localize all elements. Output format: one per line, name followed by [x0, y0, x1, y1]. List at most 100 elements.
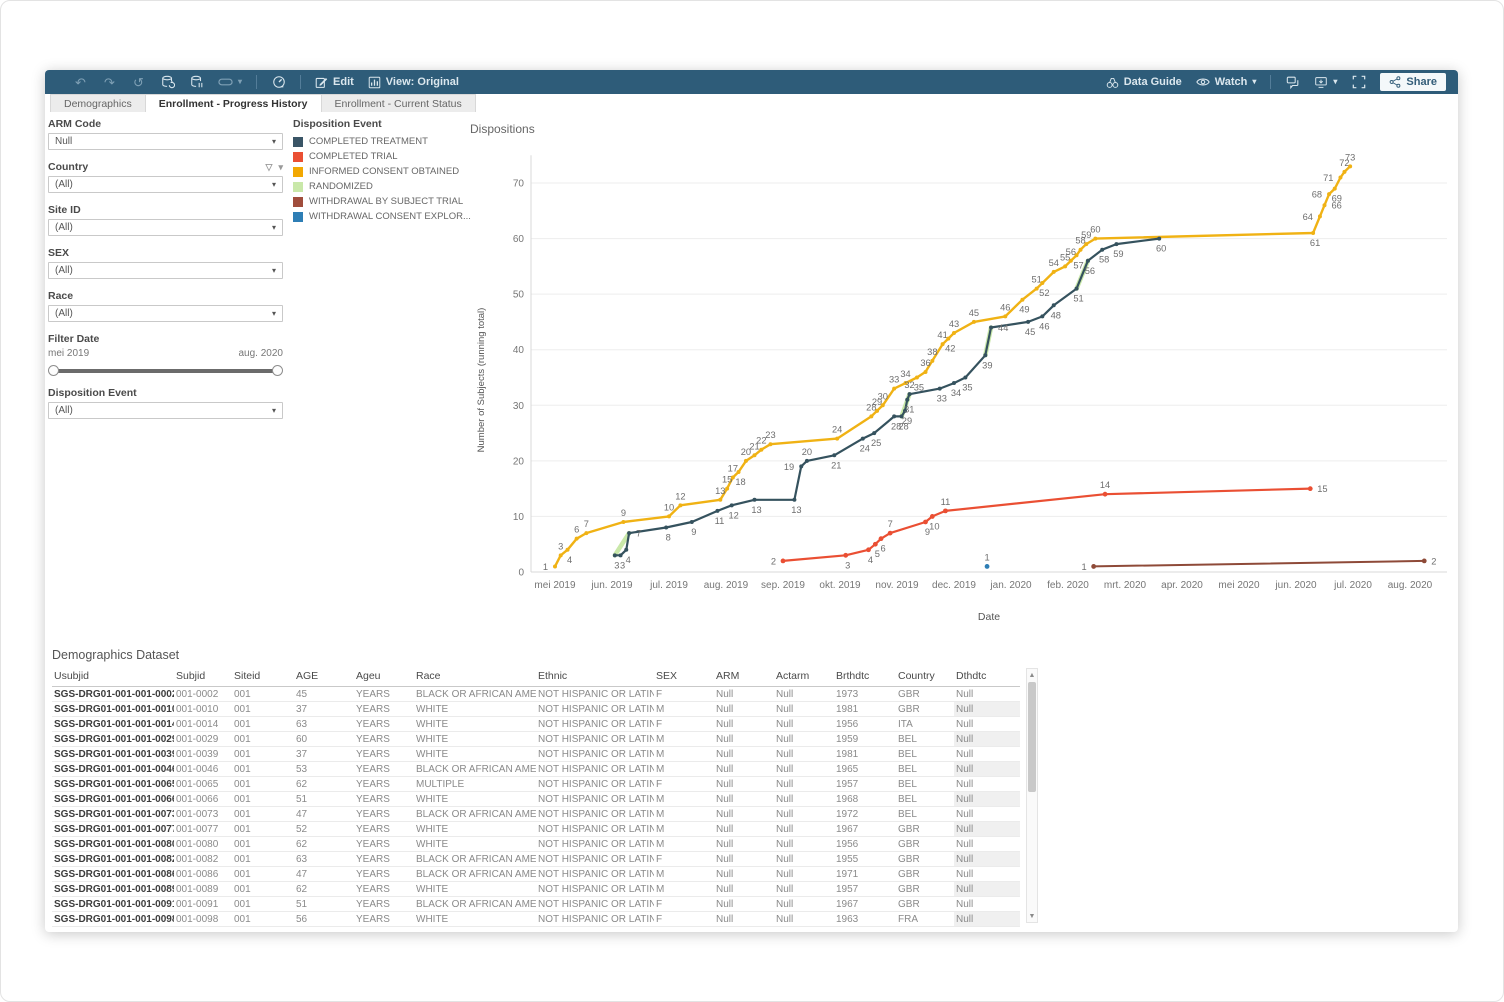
table-row[interactable]: SGS-DRG01-001-001-0098 001-0098 001 56 YEARS… [52, 911, 1020, 927]
legend-item-withdrawal-consent-explor[interactable]: WITHDRAWAL CONSENT EXPLOR... [293, 209, 471, 224]
legend-item-informed-consent-obtained[interactable]: INFORMED CONSENT OBTAINED [293, 164, 468, 179]
slider-end-label: aug. 2020 [238, 348, 284, 359]
legend-item-withdrawal-by-subject-trial[interactable]: WITHDRAWAL BY SUBJECT TRIAL [293, 194, 468, 209]
redo-icon[interactable]: ↷ [104, 74, 115, 90]
col-header-siteid[interactable]: Siteid [232, 668, 294, 687]
cell-siteid: 001 [232, 731, 294, 747]
svg-text:21: 21 [749, 441, 759, 451]
link-button[interactable]: ▾ [218, 76, 242, 88]
table-row[interactable]: SGS-DRG01-001-001-0091 001-0091 001 51 YEARS… [52, 896, 1020, 912]
scroll-up-arrow[interactable]: ▲ [1028, 671, 1036, 679]
table-row[interactable]: SGS-DRG01-001-001-0029 001-0029 001 60 YEARS… [52, 731, 1020, 747]
cell-dthdtc: Null [954, 836, 1020, 852]
cell-dthdtc: Null [954, 911, 1020, 927]
cell-age: 51 [294, 791, 354, 807]
cell-race: WHITE [414, 821, 536, 837]
comments-icon[interactable] [1285, 75, 1300, 90]
cell-ethnic: NOT HISPANIC OR LATINO [536, 761, 654, 777]
cell-usubjid: SGS-DRG01-001-001-0065 [52, 776, 174, 792]
cell-subjid: 001-0002 [174, 686, 232, 702]
pause-updates-icon[interactable] [189, 75, 204, 90]
col-header-actarm[interactable]: Actarm [774, 668, 834, 687]
cell-siteid: 001 [232, 836, 294, 852]
slider-handle-right[interactable] [272, 365, 283, 376]
dispositions-chart[interactable]: 0 10 20 30 40 50 60 70 mei 2019 jun. 2019 jul. 201… [470, 120, 1485, 632]
fullscreen-icon[interactable] [1351, 75, 1366, 90]
col-header-ageu[interactable]: Ageu [354, 668, 414, 687]
table-row[interactable]: SGS-DRG01-001-001-0065 001-0065 001 62 YEARS… [52, 776, 1020, 792]
scrollbar-thumb[interactable] [1028, 682, 1036, 792]
col-header-usubjid[interactable]: Usubjid [52, 668, 174, 687]
col-header-country[interactable]: Country [896, 668, 954, 687]
cell-dthdtc: Null [954, 851, 1020, 867]
legend-swatch [293, 136, 303, 147]
legend-item-completed-treatment[interactable]: COMPLETED TREATMENT [293, 134, 468, 149]
chevron-down-icon[interactable]: ▾ [278, 161, 283, 172]
undo-icon[interactable]: ↶ [75, 74, 86, 90]
filter-disposition-event: Disposition Event (All) ▾ [48, 387, 283, 419]
download-button[interactable]: ▾ [1314, 76, 1337, 89]
cell-dthdtc: Null [954, 791, 1020, 807]
cell-siteid: 001 [232, 806, 294, 822]
table-row[interactable]: SGS-DRG01-001-001-0082 001-0082 001 63 YEARS… [52, 851, 1020, 867]
svg-text:60: 60 [513, 234, 525, 245]
table-row[interactable]: SGS-DRG01-001-001-0089 001-0089 001 62 YEARS… [52, 881, 1020, 897]
tab-enrollment-progress-history[interactable]: Enrollment - Progress History [145, 94, 322, 112]
table-row[interactable]: SGS-DRG01-001-001-0086 001-0086 001 47 YEARS… [52, 866, 1020, 882]
svg-text:45: 45 [969, 308, 979, 318]
table-row[interactable]: SGS-DRG01-001-001-0073 001-0073 001 47 YEARS… [52, 806, 1020, 822]
table-row[interactable]: SGS-DRG01-001-001-0010 001-0010 001 37 YEARS… [52, 701, 1020, 717]
performance-gauge-icon[interactable] [271, 75, 286, 90]
data-guide-button[interactable]: Data Guide [1106, 76, 1182, 89]
toolbar-separator [1270, 75, 1272, 89]
svg-text:2: 2 [771, 556, 776, 566]
svg-text:1: 1 [1081, 562, 1086, 572]
cell-actarm: Null [774, 746, 834, 762]
col-header-arm[interactable]: ARM [714, 668, 774, 687]
filter-select-country[interactable]: (All) ▾ [48, 176, 283, 193]
share-button[interactable]: Share [1380, 73, 1446, 91]
col-header-brthdtc[interactable]: Brthdtc [834, 668, 896, 687]
table-row[interactable]: SGS-DRG01-001-001-0080 001-0080 001 62 YEARS… [52, 836, 1020, 852]
cell-sex: M [654, 821, 714, 837]
table-row[interactable]: SGS-DRG01-001-001-0046 001-0046 001 53 YEARS… [52, 761, 1020, 777]
slider-handle-left[interactable] [48, 365, 59, 376]
date-range-slider[interactable] [48, 365, 283, 376]
disposition-event-legend: Disposition Event COMPLETED TREATMENT COM… [293, 118, 471, 224]
table-row[interactable]: SGS-DRG01-001-001-0002 001-0002 001 45 YEARS… [52, 686, 1020, 702]
col-header-subjid[interactable]: Subjid [174, 668, 232, 687]
revert-icon[interactable]: ↺ [133, 74, 144, 90]
col-header-sex[interactable]: SEX [654, 668, 714, 687]
tab-demographics[interactable]: Demographics [50, 94, 146, 112]
cell-country: BEL [896, 761, 954, 777]
legend-label: WITHDRAWAL BY SUBJECT TRIAL [309, 196, 464, 207]
filter-select-disposition-event[interactable]: (All) ▾ [48, 402, 283, 419]
scroll-down-arrow[interactable]: ▼ [1028, 912, 1036, 920]
svg-text:43: 43 [949, 319, 959, 329]
funnel-icon[interactable]: ▽ [265, 161, 273, 172]
tab-enrollment-current-status[interactable]: Enrollment - Current Status [321, 94, 476, 112]
cell-age: 47 [294, 866, 354, 882]
col-header-race[interactable]: Race [414, 668, 536, 687]
filter-select-site-id[interactable]: (All) ▾ [48, 219, 283, 236]
table-row[interactable]: SGS-DRG01-001-001-0014 001-0014 001 63 YEARS… [52, 716, 1020, 732]
watch-button[interactable]: Watch ▾ [1196, 76, 1256, 88]
cell-usubjid: SGS-DRG01-001-001-0073 [52, 806, 174, 822]
table-row[interactable]: SGS-DRG01-001-001-0066 001-0066 001 51 YEARS… [52, 791, 1020, 807]
col-header-dthdtc[interactable]: Dthdtc [954, 668, 1020, 687]
filter-select-arm-code[interactable]: Null ▾ [48, 133, 283, 150]
edit-button[interactable]: Edit [315, 76, 354, 89]
table-row[interactable]: SGS-DRG01-001-001-0077 001-0077 001 52 YEARS… [52, 821, 1020, 837]
filter-select-sex[interactable]: (All) ▾ [48, 262, 283, 279]
refresh-data-icon[interactable] [160, 75, 175, 90]
table-body: SGS-DRG01-001-001-0002 001-0002 001 45 YEARS… [52, 686, 1020, 927]
legend-item-completed-trial[interactable]: COMPLETED TRIAL [293, 149, 468, 164]
cell-actarm: Null [774, 851, 834, 867]
table-row[interactable]: SGS-DRG01-001-001-0039 001-0039 001 37 YEARS… [52, 746, 1020, 762]
col-header-ethnic[interactable]: Ethnic [536, 668, 654, 687]
col-header-age[interactable]: AGE [294, 668, 354, 687]
filter-select-race[interactable]: (All) ▾ [48, 305, 283, 322]
legend-item-randomized[interactable]: RANDOMIZED [293, 179, 468, 194]
cell-arm: Null [714, 746, 774, 762]
view-original-button[interactable]: View: Original [368, 76, 459, 89]
